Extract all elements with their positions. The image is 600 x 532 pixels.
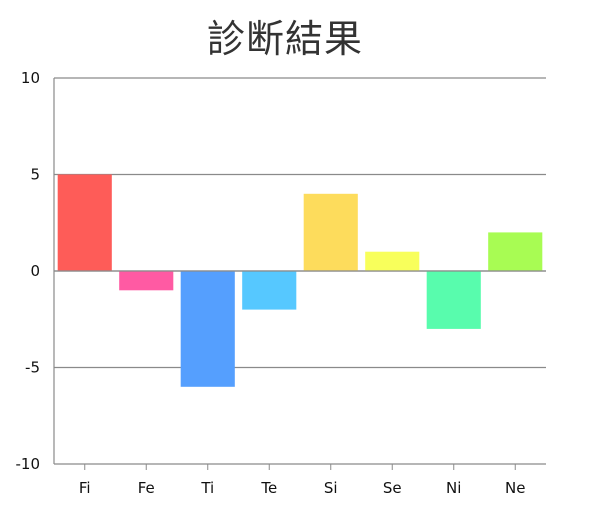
x-tick-label: Ne [505,479,525,497]
bar-ni [426,271,481,329]
y-tick-label: 5 [30,166,40,184]
label-layer: 10 5 0 -5 -10 Fi Fe Ti Te Si Se Ni Ne [16,69,526,497]
x-tick-label: Te [260,479,277,497]
bar-si [303,193,358,271]
bar-te [242,271,297,310]
y-tick-label: -5 [25,359,40,377]
bar-se [365,251,420,271]
bar-fe [119,271,174,291]
x-tick-label: Se [383,479,402,497]
y-tick-label: -10 [16,455,41,473]
chart-title: 診断結果 [206,17,363,61]
bar-ne [488,232,543,271]
x-tick-label: Ti [200,479,214,497]
y-tick-label: 10 [21,69,40,87]
bar-layer [57,174,543,387]
x-tick-label: Si [324,479,338,497]
x-tick-label: Ni [446,479,461,497]
bar-fi [57,174,112,271]
x-tick-label: Fi [79,479,91,497]
x-tick-label: Fe [138,479,155,497]
axis-layer [53,78,546,470]
bar-ti [180,271,235,387]
y-tick-label: 0 [30,262,40,280]
